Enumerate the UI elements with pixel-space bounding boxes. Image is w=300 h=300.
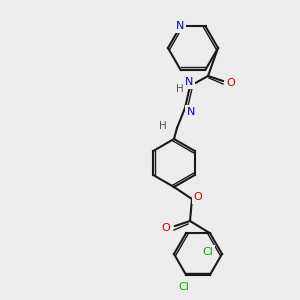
Text: O: O (162, 223, 170, 233)
Text: N: N (185, 77, 193, 87)
Text: N: N (187, 107, 195, 117)
Text: H: H (159, 121, 167, 131)
Text: O: O (194, 192, 202, 202)
Text: Cl: Cl (178, 282, 189, 292)
Text: H: H (176, 84, 184, 94)
Text: N: N (176, 21, 185, 31)
Text: O: O (226, 78, 236, 88)
Text: Cl: Cl (202, 247, 213, 257)
